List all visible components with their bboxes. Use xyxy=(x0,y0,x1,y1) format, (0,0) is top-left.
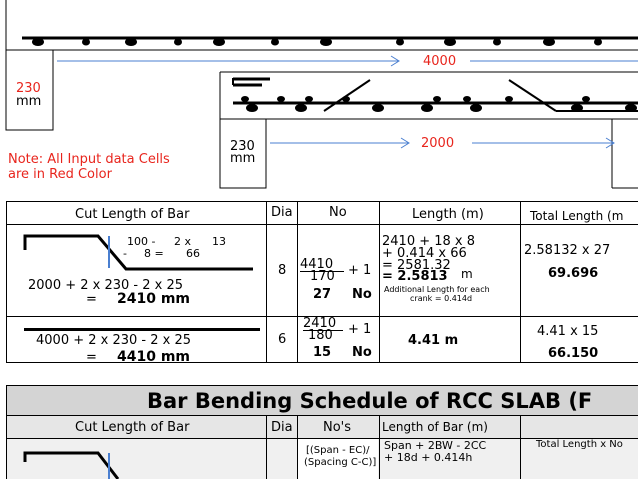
row2-result-eq: = xyxy=(86,350,97,365)
row2-no-result: 15 xyxy=(313,345,332,360)
header2-nos: No's xyxy=(323,420,352,435)
row1-result-eq: = xyxy=(86,292,97,307)
row1-length-unit: m xyxy=(461,267,473,281)
row1-no-denominator: 170 xyxy=(310,269,335,284)
row2-fraction-line xyxy=(303,330,343,331)
shape-mid-2: 8 = xyxy=(144,247,164,260)
row2-result: 4410 mm xyxy=(117,349,191,365)
row1-length-note-1: Additional Length for each xyxy=(384,285,490,294)
shape-mid-1: - xyxy=(123,247,127,260)
cranked-bar-shape-2 xyxy=(23,451,120,479)
row2-dia: 6 xyxy=(278,332,287,347)
row1-length-note-2: crank = 0.414d xyxy=(410,294,473,303)
row1-length-line-1: 2410 + 18 x 8 xyxy=(382,234,476,249)
shape-mid-3: 66 xyxy=(186,247,200,260)
support-unit-2: mm xyxy=(230,151,256,166)
row1-length-line-2: + 0.414 x 66 xyxy=(382,246,467,261)
support-width-2: 230 xyxy=(230,139,255,154)
straight-bar-shape xyxy=(24,328,260,331)
row2-1-length-line-2: + 18d + 0.414h xyxy=(384,451,473,464)
row2-calc: 4000 + 2 x 230 - 2 x 25 xyxy=(36,333,192,348)
row2-no-denominator: 180 xyxy=(308,328,333,343)
shape-top-1: 100 - xyxy=(127,235,156,248)
span-secondary-dimension: 2000 xyxy=(421,136,455,151)
row2-1-no-line-1: [(Span - EC)/ xyxy=(306,445,370,456)
shape-top-3: 13 xyxy=(212,235,226,248)
cranked-bar-shape xyxy=(23,234,253,271)
row1-no-unit: No xyxy=(352,287,372,302)
header2-dia: Dia xyxy=(271,420,293,435)
row2-no-plus: + 1 xyxy=(348,322,372,337)
row2-1-no-line-2: (Spacing C-C)] xyxy=(304,457,377,468)
row2-no-unit: No xyxy=(352,345,372,360)
span-main-dimension: 4000 xyxy=(423,54,457,69)
row1-total-line-1: 2.58132 x 27 xyxy=(524,243,611,258)
schedule-title: Bar Bending Schedule of RCC SLAB (F xyxy=(147,389,593,413)
row1-no-result: 27 xyxy=(313,287,332,302)
row2-length: 4.41 m xyxy=(408,333,459,348)
support-width-1: 230 xyxy=(16,81,41,96)
header2-length: Length of Bar (m) xyxy=(382,420,488,434)
row2-total-line-1: 4.41 x 15 xyxy=(537,324,599,339)
shape-top-2: 2 x xyxy=(174,235,192,248)
header2-total-length: Total Length x No xyxy=(536,439,623,450)
slab-section-svg xyxy=(5,0,638,189)
support-unit-1: mm xyxy=(16,94,42,109)
row1-no-plus: + 1 xyxy=(348,263,372,278)
row1-fraction-line xyxy=(300,271,344,272)
row2-total-line-2: 66.150 xyxy=(548,346,599,361)
row2-no-numerator: 2410 xyxy=(303,316,337,331)
row1-calc: 2000 + 2 x 230 - 2 x 25 xyxy=(28,278,184,293)
header-dia: Dia xyxy=(271,205,293,220)
header-no: No xyxy=(329,205,347,220)
header-total-length: Total Length (m xyxy=(530,209,624,223)
note-line-2: are in Red Color xyxy=(8,167,112,182)
row1-length-line-4: = 2.5813 xyxy=(382,269,448,284)
note-line-1: Note: All Input data Cells xyxy=(8,152,170,167)
header-cut-length: Cut Length of Bar xyxy=(75,207,190,222)
header-length: Length (m) xyxy=(412,207,484,222)
row1-result: 2410 mm xyxy=(117,291,191,307)
row1-length-line-3: = 2581.32 xyxy=(382,258,451,273)
row1-dia: 8 xyxy=(278,263,287,278)
row1-no-numerator: 4410 xyxy=(300,257,334,272)
header2-cut-length: Cut Length of Bar xyxy=(75,420,190,435)
row2-1-length-line-1: Span + 2BW - 2CC xyxy=(384,439,487,452)
row1-total-line-2: 69.696 xyxy=(548,266,599,281)
